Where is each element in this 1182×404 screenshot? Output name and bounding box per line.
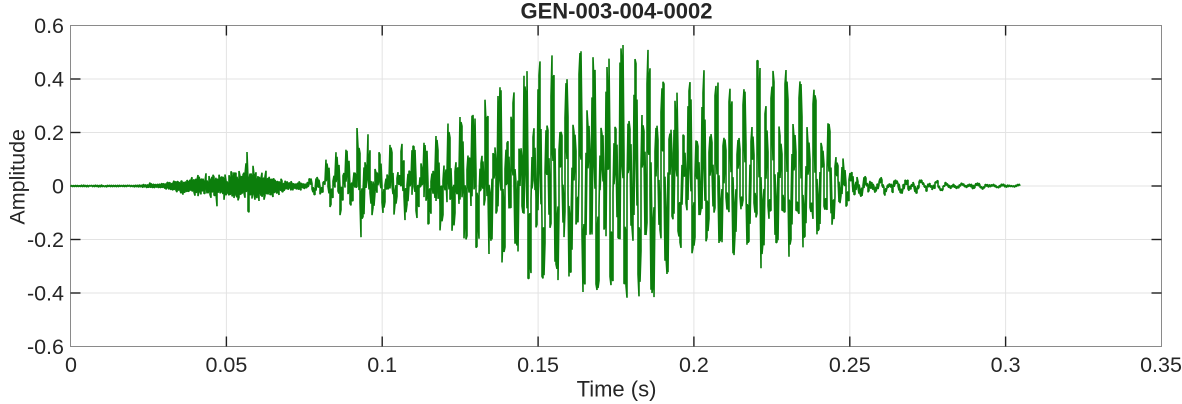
svg-text:0.3: 0.3 [991, 353, 1021, 377]
svg-text:0.2: 0.2 [679, 353, 709, 377]
svg-text:0.15: 0.15 [517, 353, 559, 377]
svg-text:0.4: 0.4 [34, 68, 64, 92]
svg-text:0.05: 0.05 [205, 353, 247, 377]
svg-text:-0.6: -0.6 [27, 335, 64, 359]
svg-text:Time (s): Time (s) [577, 377, 657, 402]
svg-text:0: 0 [52, 175, 64, 199]
svg-text:0.25: 0.25 [829, 353, 871, 377]
svg-text:0.2: 0.2 [34, 121, 64, 145]
svg-text:0.1: 0.1 [367, 353, 397, 377]
svg-text:Amplitude: Amplitude [6, 129, 30, 225]
svg-text:GEN-003-004-0002: GEN-003-004-0002 [520, 0, 712, 24]
svg-text:0: 0 [65, 353, 77, 377]
svg-text:-0.2: -0.2 [27, 228, 64, 252]
svg-text:0.6: 0.6 [34, 14, 64, 38]
svg-text:-0.4: -0.4 [27, 282, 64, 306]
svg-text:0.35: 0.35 [1140, 353, 1182, 377]
